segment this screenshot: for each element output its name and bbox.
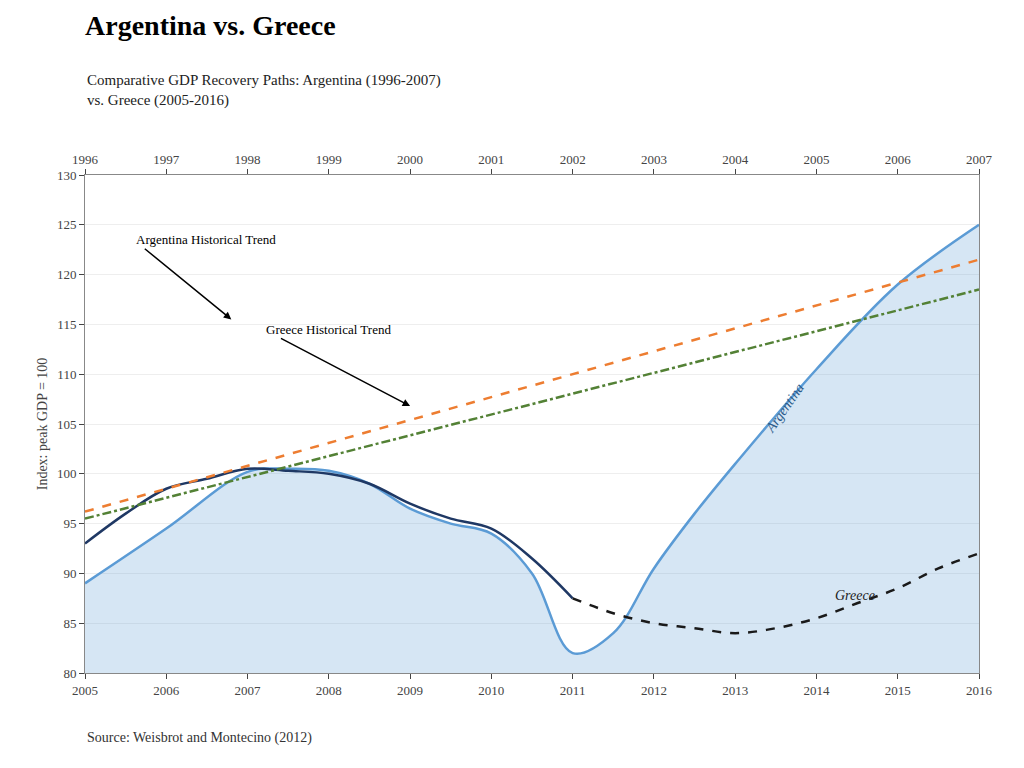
svg-text:130: 130 [57,168,77,183]
svg-text:1996: 1996 [72,152,99,167]
svg-text:2001: 2001 [478,152,504,167]
svg-text:Argentina Historical Trend: Argentina Historical Trend [136,232,276,247]
svg-text:2006: 2006 [153,683,180,698]
svg-text:105: 105 [57,417,77,432]
svg-text:Comparative GDP Recovery Paths: Comparative GDP Recovery Paths: Argentin… [87,72,441,109]
svg-text:Argentina vs. Greece: Argentina vs. Greece [85,10,336,41]
svg-text:2016: 2016 [966,683,993,698]
svg-text:85: 85 [63,616,76,631]
svg-text:2013: 2013 [722,683,748,698]
svg-text:2000: 2000 [397,152,423,167]
svg-text:95: 95 [63,516,76,531]
svg-text:1997: 1997 [153,152,180,167]
svg-text:Source: Weisbrot and Montecino: Source: Weisbrot and Montecino (2012) [87,730,312,746]
svg-text:1999: 1999 [316,152,342,167]
svg-text:Index: peak GDP = 100: Index: peak GDP = 100 [35,358,50,491]
svg-text:Argentina: Argentina [762,381,807,436]
svg-text:2008: 2008 [316,683,342,698]
svg-text:1998: 1998 [235,152,261,167]
svg-text:2002: 2002 [560,152,586,167]
svg-text:2005: 2005 [72,683,98,698]
svg-text:2011: 2011 [560,683,586,698]
svg-text:2004: 2004 [722,152,749,167]
svg-text:2009: 2009 [397,683,423,698]
svg-text:110: 110 [57,367,76,382]
svg-text:125: 125 [57,217,77,232]
svg-text:80: 80 [63,666,76,681]
svg-text:2006: 2006 [885,152,912,167]
svg-text:2007: 2007 [235,683,261,698]
svg-text:2012: 2012 [641,683,667,698]
svg-text:2010: 2010 [478,683,504,698]
svg-text:2003: 2003 [641,152,667,167]
svg-text:2007: 2007 [966,152,993,167]
svg-text:115: 115 [57,317,76,332]
svg-text:100: 100 [57,466,77,481]
svg-text:2005: 2005 [803,152,829,167]
svg-text:Greece: Greece [835,588,875,603]
svg-text:2014: 2014 [803,683,830,698]
svg-text:2015: 2015 [885,683,911,698]
svg-text:Greece Historical Trend: Greece Historical Trend [266,322,391,337]
svg-text:120: 120 [57,267,77,282]
svg-text:90: 90 [63,566,76,581]
